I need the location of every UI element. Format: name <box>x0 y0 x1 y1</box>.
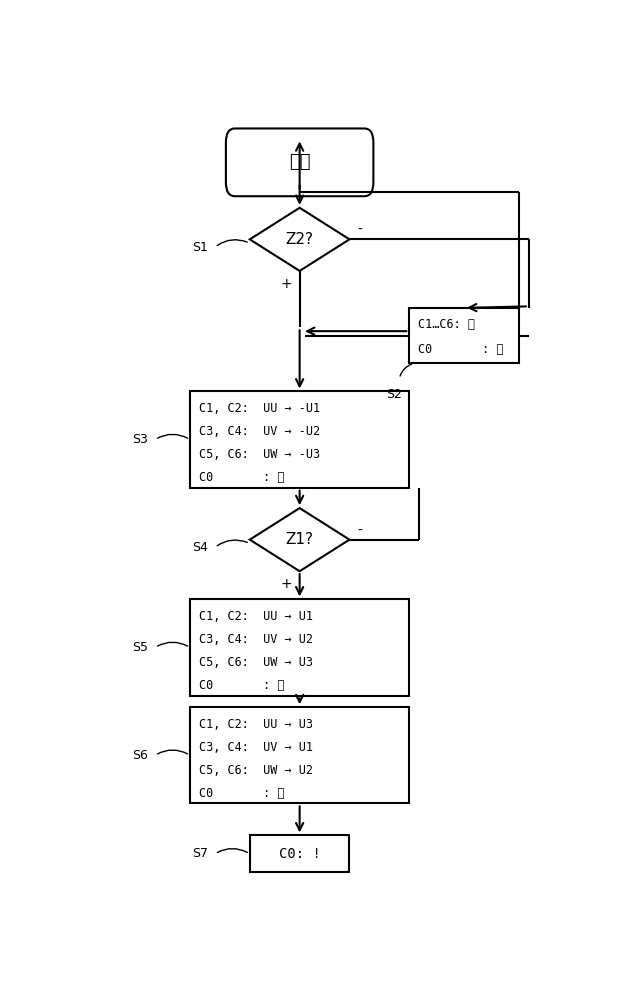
Bar <box>190 391 410 488</box>
Text: C1, C2:  UU → -U1: C1, C2: UU → -U1 <box>199 402 320 415</box>
Text: C3, C4:  UV → U1: C3, C4: UV → U1 <box>199 741 313 754</box>
Text: C0       : ℥: C0 : ℥ <box>418 343 503 356</box>
Text: 开始: 开始 <box>289 153 311 171</box>
Text: S5: S5 <box>132 641 148 654</box>
Text: -: - <box>357 223 362 237</box>
Text: S4: S4 <box>192 541 208 554</box>
Text: C3, C4:  UV → U2: C3, C4: UV → U2 <box>199 633 313 646</box>
Bar <box>410 308 519 363</box>
Text: S3: S3 <box>132 433 148 446</box>
Text: S1: S1 <box>192 241 208 254</box>
Bar <box>190 599 410 696</box>
Bar <box>190 707 410 803</box>
Text: Z1?: Z1? <box>285 532 314 547</box>
Text: C0: !: C0: ! <box>278 847 321 861</box>
Text: C5, C6:  UW → -U3: C5, C6: UW → -U3 <box>199 448 320 461</box>
Text: S6: S6 <box>132 749 148 762</box>
Text: C1, C2:  UU → U1: C1, C2: UU → U1 <box>199 610 313 623</box>
Text: Z2?: Z2? <box>285 232 314 247</box>
Text: C0       : ℥: C0 : ℥ <box>199 679 284 692</box>
Polygon shape <box>249 508 350 571</box>
FancyBboxPatch shape <box>226 128 374 196</box>
Text: S7: S7 <box>192 847 208 860</box>
Text: C5, C6:  UW → U2: C5, C6: UW → U2 <box>199 764 313 777</box>
Text: +: + <box>280 577 292 591</box>
Polygon shape <box>249 208 350 271</box>
Text: S2: S2 <box>386 388 403 401</box>
Text: C5, C6:  UW → U3: C5, C6: UW → U3 <box>199 656 313 669</box>
Text: +: + <box>280 277 292 291</box>
Text: C1…C6: ℥: C1…C6: ℥ <box>418 318 475 331</box>
Text: C3, C4:  UV → -U2: C3, C4: UV → -U2 <box>199 425 320 438</box>
Bar <box>249 835 350 872</box>
Text: C0       : ℥: C0 : ℥ <box>199 471 284 484</box>
Text: C1, C2:  UU → U3: C1, C2: UU → U3 <box>199 718 313 731</box>
Text: C0       : ℥: C0 : ℥ <box>199 787 284 800</box>
Text: -: - <box>357 523 362 537</box>
